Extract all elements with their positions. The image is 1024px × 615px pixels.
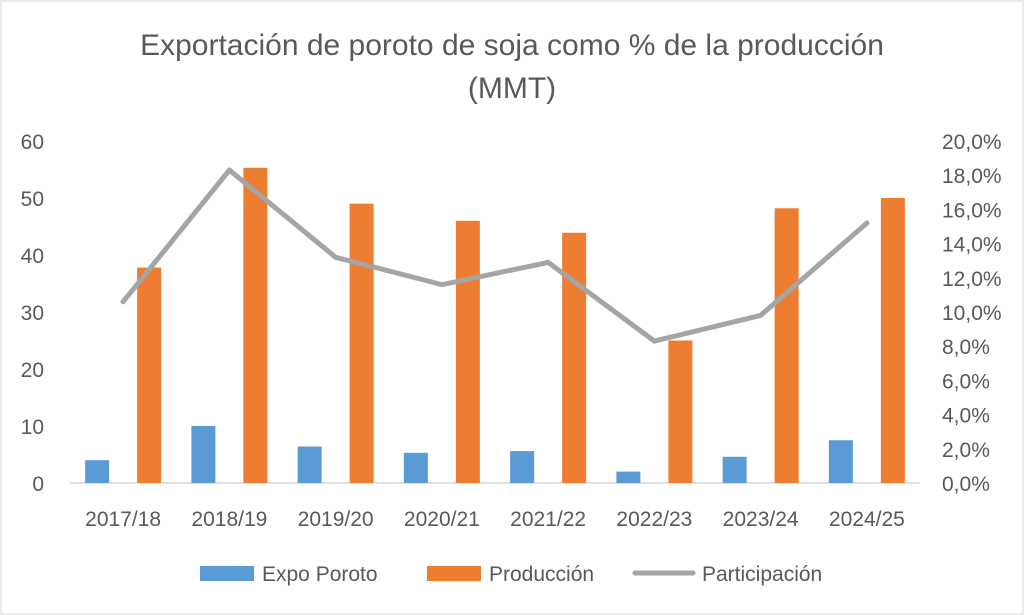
- line-point-participacion-0: [120, 299, 126, 305]
- legend-label-producci-n: Producción: [489, 563, 594, 586]
- line-point-participacion-3: [439, 282, 445, 288]
- x-tick-label: 2024/25: [829, 508, 905, 531]
- bar-expo-poroto-6: [722, 456, 747, 483]
- bar-producci-n-6: [774, 208, 799, 483]
- bar-expo-poroto-7: [828, 440, 853, 483]
- bar-producci-n-0: [137, 267, 162, 483]
- y-right-tick-label: 10,0%: [942, 302, 1002, 325]
- y-left-tick-label: 30: [21, 302, 44, 325]
- x-tick-label: 2018/19: [191, 508, 267, 531]
- line-point-participacion-5: [651, 338, 657, 344]
- x-tick-label: 2020/21: [404, 508, 480, 531]
- bar-producci-n-7: [880, 198, 905, 483]
- y-right-tick-label: 12,0%: [942, 268, 1002, 291]
- legend-label-participaci-n: Participación: [702, 563, 822, 586]
- bar-expo-poroto-0: [85, 460, 110, 483]
- bar-producci-n-1: [243, 167, 268, 484]
- legend-label-expo-poroto: Expo Poroto: [262, 563, 378, 586]
- line-point-participacion-1: [226, 167, 232, 173]
- y-right-tick-label: 0,0%: [942, 473, 990, 496]
- y-right-tick-label: 14,0%: [942, 234, 1002, 257]
- chart-title-line-1: Exportación de poroto de soja como % de …: [140, 29, 884, 62]
- line-point-participacion-7: [864, 220, 870, 226]
- bar-expo-poroto-2: [297, 446, 322, 483]
- y-right-tick-label: 20,0%: [942, 131, 1002, 154]
- line-point-participacion-6: [758, 312, 764, 318]
- bar-expo-poroto-3: [403, 452, 428, 483]
- y-right-tick-label: 6,0%: [942, 370, 990, 393]
- x-tick-label: 2019/20: [298, 508, 374, 531]
- line-point-participacion-4: [545, 259, 551, 265]
- bar-producci-n-5: [668, 340, 693, 483]
- x-tick-label: 2022/23: [616, 508, 692, 531]
- y-left-tick-label: 60: [21, 131, 44, 154]
- x-tick-label: 2017/18: [85, 508, 161, 531]
- bar-producci-n-4: [562, 232, 587, 483]
- y-left-tick-label: 0: [32, 473, 44, 496]
- line-participacion: [120, 167, 870, 344]
- y-left-tick-label: 10: [21, 416, 44, 439]
- bar-expo-poroto-1: [191, 426, 216, 483]
- x-tick-label: 2021/22: [510, 508, 586, 531]
- y-right-tick-label: 18,0%: [942, 165, 1002, 188]
- bar-producci-n-2: [349, 203, 374, 483]
- legend-swatch-producci-n: [427, 566, 481, 581]
- bar-expo-poroto-4: [510, 451, 535, 483]
- y-right-tick-label: 16,0%: [942, 199, 1002, 222]
- y-left-tick-label: 40: [21, 245, 44, 268]
- bar-producci-n-3: [455, 220, 480, 484]
- legend-swatch-expo-poroto: [200, 566, 254, 581]
- y-right-tick-label: 2,0%: [942, 439, 990, 462]
- x-tick-label: 2023/24: [723, 508, 799, 531]
- bar-expo-poroto-5: [616, 471, 641, 483]
- y-left-tick-label: 50: [21, 188, 44, 211]
- y-right-tick-label: 4,0%: [942, 405, 990, 428]
- y-right-tick-label: 8,0%: [942, 336, 990, 359]
- y-left-tick-label: 20: [21, 359, 44, 382]
- chart-title-line-2: (MMT): [468, 72, 556, 105]
- line-point-participacion-2: [333, 254, 339, 260]
